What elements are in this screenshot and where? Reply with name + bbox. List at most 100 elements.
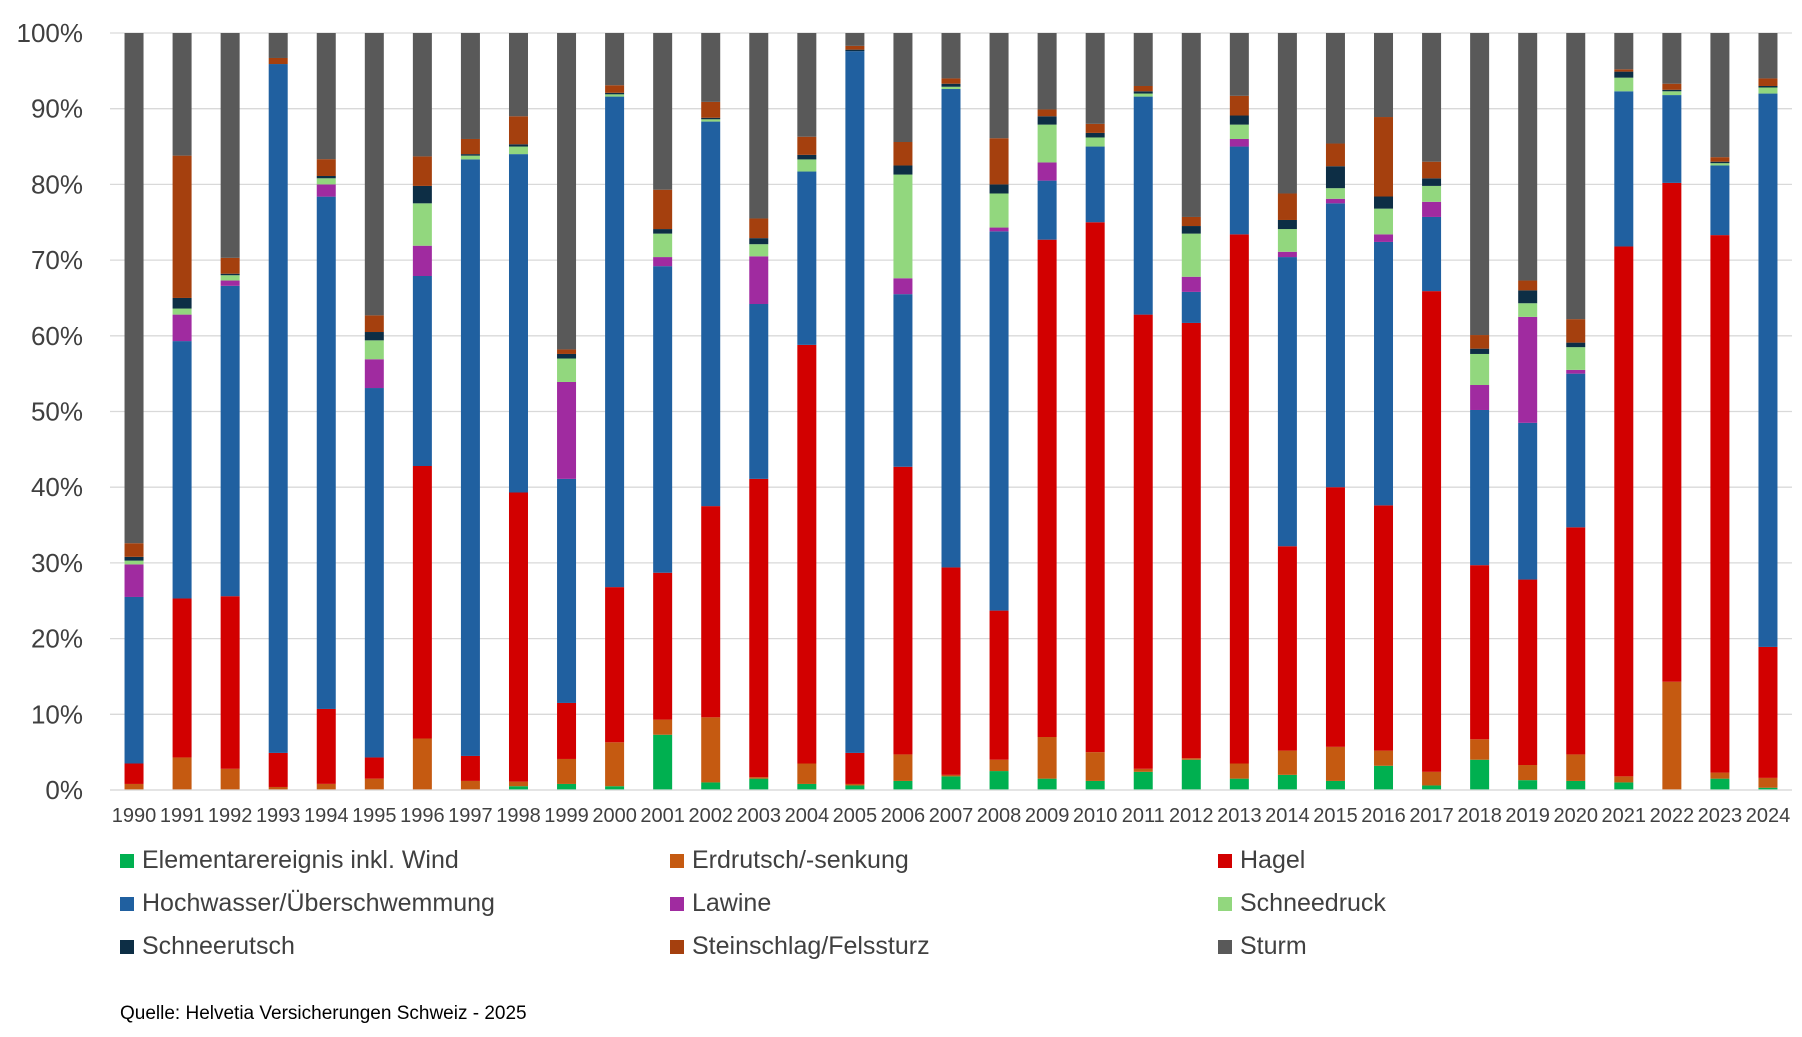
bar-segment-2023-3 <box>1710 165 1730 236</box>
bar-segment-1991-3 <box>172 341 192 599</box>
bar-segment-1990-3 <box>124 596 144 764</box>
bar-segment-2013-4 <box>1229 138 1249 147</box>
bar-segment-2018-7 <box>1470 335 1490 349</box>
bar-segment-1990-1 <box>124 783 144 790</box>
bar-segment-2015-6 <box>1325 166 1345 189</box>
bar-segment-2013-6 <box>1229 115 1249 125</box>
bar-segment-2021-7 <box>1614 69 1634 72</box>
bar-segment-1997-1 <box>460 780 480 790</box>
bar-segment-2018-2 <box>1470 565 1490 740</box>
bar-segment-2012-8 <box>1181 33 1201 217</box>
bar-segment-2017-5 <box>1422 185 1442 202</box>
bar-segment-2009-3 <box>1037 180 1057 240</box>
x-tick-label-2010: 2010 <box>1073 805 1118 827</box>
bar-segment-1991-5 <box>172 308 192 315</box>
bar-segment-2001-0 <box>653 734 673 790</box>
bar-segment-2010-0 <box>1085 780 1105 790</box>
bar-segment-2012-2 <box>1181 322 1201 759</box>
bar-segment-2015-2 <box>1325 487 1345 747</box>
bar-segment-2015-3 <box>1325 203 1345 488</box>
x-tick-label-2016: 2016 <box>1361 805 1406 827</box>
bar-segment-2007-0 <box>941 776 961 790</box>
bar-segment-1991-4 <box>172 314 192 342</box>
x-axis-ticks: 1990 1991 1992 1993 1994 1995 1996 1997 1998 1999… <box>112 805 1790 827</box>
bar-segment-2011-1 <box>1133 768 1153 772</box>
bar-segment-2000-6 <box>605 92 625 95</box>
bar-segment-2010-1 <box>1085 752 1105 781</box>
bar-segment-2021-5 <box>1614 77 1634 92</box>
bar-segment-2020-3 <box>1566 373 1586 528</box>
x-tick-label-1995: 1995 <box>352 805 397 827</box>
bar-segment-1996-1 <box>412 738 432 790</box>
bar-segment-2001-4 <box>653 257 673 267</box>
bar-segment-2021-0 <box>1614 782 1634 790</box>
bar-segment-2003-6 <box>749 238 769 245</box>
bar-segment-2016-0 <box>1374 765 1394 790</box>
bar-segment-2020-4 <box>1566 369 1586 374</box>
bar-segment-2024-2 <box>1758 646 1778 778</box>
bar-segment-1998-6 <box>508 144 528 147</box>
bar-segment-2021-2 <box>1614 246 1634 777</box>
bar-segment-2001-8 <box>653 33 673 190</box>
x-tick-label-2004: 2004 <box>785 805 830 827</box>
bar-segment-2019-7 <box>1518 280 1538 291</box>
legend-swatch <box>1218 896 1232 911</box>
x-tick-label-2000: 2000 <box>592 805 637 827</box>
x-tick-label-1994: 1994 <box>304 805 349 827</box>
bar-segment-2000-0 <box>605 786 625 790</box>
bar-segment-1992-2 <box>220 596 240 769</box>
bar-segment-1998-8 <box>508 33 528 117</box>
bar-segment-2023-0 <box>1710 778 1730 790</box>
bar-segment-2019-2 <box>1518 579 1538 766</box>
bar-segment-2018-4 <box>1470 385 1490 410</box>
legend-swatch <box>120 853 134 868</box>
bar-segment-2021-1 <box>1614 776 1634 783</box>
bar-segment-2005-7 <box>845 45 865 50</box>
bar-segment-2021-3 <box>1614 91 1634 247</box>
bar-segment-2022-5 <box>1662 91 1682 96</box>
bar-segment-2004-1 <box>797 763 817 784</box>
bar-segment-1993-2 <box>268 752 288 787</box>
bar-segment-2008-6 <box>989 184 1009 194</box>
bar-segment-2011-6 <box>1133 91 1153 94</box>
bar-segment-2007-1 <box>941 774 961 777</box>
bar-segment-2003-7 <box>749 218 769 239</box>
legend-label: Schneerutsch <box>142 932 295 960</box>
bar-segment-1994-6 <box>316 175 336 179</box>
bar-segment-2013-5 <box>1229 124 1249 139</box>
x-tick-label-2018: 2018 <box>1457 805 1502 827</box>
bar-segment-1990-5 <box>124 560 144 565</box>
bar-segment-2003-3 <box>749 304 769 479</box>
bar-segment-2001-7 <box>653 189 673 230</box>
bar-segment-2006-3 <box>893 294 913 467</box>
bar-segment-2024-3 <box>1758 93 1778 647</box>
legend-item: Sturm <box>1218 932 1307 961</box>
bar-segment-2010-6 <box>1085 132 1105 138</box>
bar-segment-2018-8 <box>1470 33 1490 336</box>
bar-segment-1992-6 <box>220 273 240 276</box>
bar-segment-2001-6 <box>653 229 673 234</box>
bar-segment-1999-6 <box>557 353 577 359</box>
legend-item: Elementarereignis inkl. Wind <box>120 846 459 875</box>
bar-segment-1992-3 <box>220 285 240 597</box>
bar-segment-1995-3 <box>364 388 384 758</box>
bar-segment-2004-3 <box>797 171 817 345</box>
y-axis-ticks: 0% 10% 20% 30% 40% 50% 60% 70% 80% 90% 100% <box>17 18 84 805</box>
bar-segment-2003-8 <box>749 33 769 219</box>
bar-segment-1992-5 <box>220 275 240 281</box>
bar-segment-2002-6 <box>701 117 721 120</box>
legend-label: Hochwasser/Überschwemmung <box>142 889 495 917</box>
bar-segment-2015-1 <box>1325 746 1345 781</box>
bar-segment-2019-8 <box>1518 33 1538 281</box>
bar-segment-1990-8 <box>124 33 144 544</box>
bar-segment-2004-7 <box>797 136 817 155</box>
bar-segment-2011-5 <box>1133 93 1153 97</box>
bar-segment-1993-8 <box>268 33 288 58</box>
x-tick-label-1998: 1998 <box>496 805 541 827</box>
bar-segment-2021-6 <box>1614 71 1634 78</box>
bar-segment-2011-2 <box>1133 314 1153 769</box>
bar-segment-2020-7 <box>1566 319 1586 343</box>
bar-segment-2024-8 <box>1758 33 1778 79</box>
bar-segment-2001-2 <box>653 572 673 720</box>
bar-segment-2010-3 <box>1085 146 1105 223</box>
